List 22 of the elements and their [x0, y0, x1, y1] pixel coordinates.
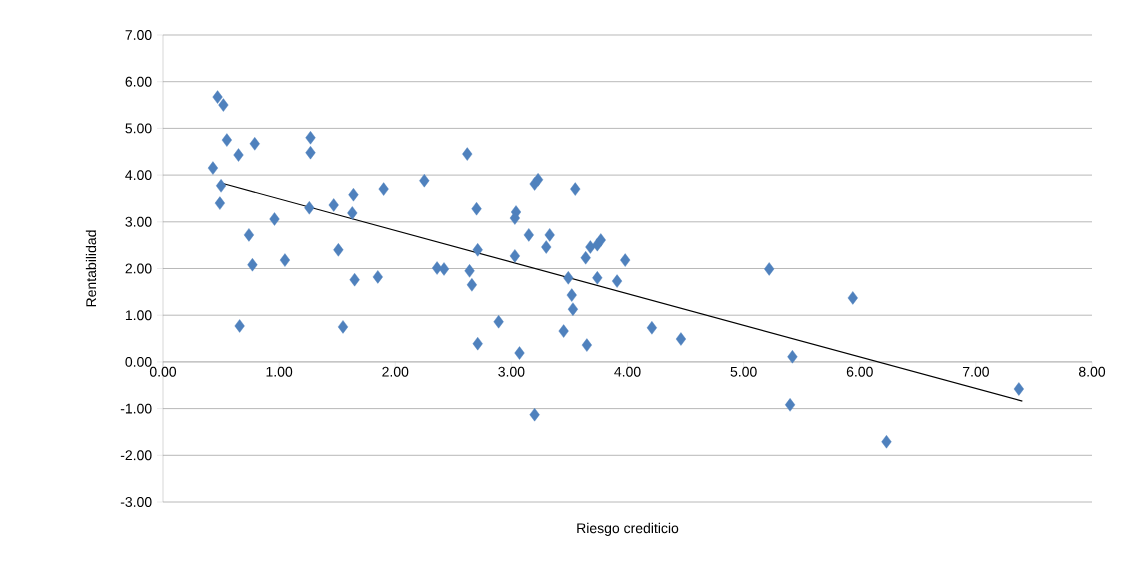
x-tick-label: 3.00	[498, 366, 525, 377]
y-tick-label: 5.00	[125, 123, 152, 134]
y-tick-label: 2.00	[125, 263, 152, 274]
y-tick-label: -2.00	[120, 450, 152, 461]
x-axis-title: Riesgo crediticio	[577, 522, 679, 536]
y-tick-label: 3.00	[125, 216, 152, 227]
y-tick-label: 7.00	[125, 30, 152, 40]
y-axis-title: Rentabilidad	[85, 230, 97, 307]
x-tick-label: 0.00	[149, 366, 177, 377]
x-tick-label: 6.00	[846, 366, 873, 377]
x-tick-label: 1.00	[266, 366, 293, 377]
x-tick-label: 2.00	[382, 366, 409, 377]
y-tick-label: 4.00	[125, 170, 152, 181]
y-tick-label: 6.00	[125, 76, 152, 87]
x-tick-label: 4.00	[614, 366, 641, 377]
y-tick-label: -1.00	[120, 403, 152, 414]
y-tick-label: 1.00	[125, 310, 152, 321]
x-tick-label: 8.00	[1079, 366, 1106, 377]
x-tick-label: 5.00	[730, 366, 757, 377]
y-tick-label: 0.00	[125, 356, 152, 367]
x-tick-label: 7.00	[962, 366, 989, 377]
y-tick-label: -3.00	[120, 497, 152, 507]
